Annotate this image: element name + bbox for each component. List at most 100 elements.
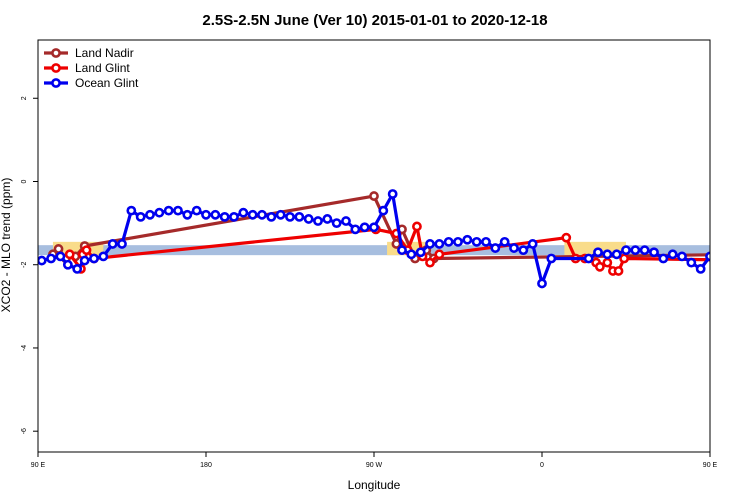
data-point-ocean-glint — [285, 211, 295, 222]
data-point-ocean-glint — [98, 251, 109, 262]
data-point-ocean-glint — [509, 243, 519, 253]
data-point-ocean-glint — [471, 236, 482, 247]
data-point-ocean-glint — [593, 247, 603, 258]
data-point-ocean-glint — [499, 236, 510, 247]
legend-marker-land-glint — [51, 63, 61, 73]
data-point-ocean-glint — [46, 253, 56, 264]
data-point-ocean-glint — [117, 239, 127, 249]
y-axis: -6 -4 -2 0 2 — [21, 96, 38, 434]
data-point-ocean-glint — [546, 253, 557, 264]
data-point-ocean-glint — [313, 216, 323, 226]
data-point-ocean-glint — [341, 216, 351, 226]
data-point-ocean-glint — [695, 263, 706, 274]
data-point-ocean-glint — [397, 245, 407, 256]
data-point-ocean-glint — [518, 245, 529, 256]
data-point-ocean-glint — [658, 253, 669, 264]
data-point-ocean-glint — [583, 253, 594, 264]
data-point-ocean-glint — [38, 255, 47, 266]
data-point-ocean-glint — [229, 211, 239, 222]
data-point-ocean-glint — [490, 243, 501, 253]
data-point-ocean-glint — [378, 205, 389, 216]
data-point-ocean-glint — [639, 245, 650, 256]
data-point-ocean-glint — [630, 245, 641, 256]
data-point-land-glint — [412, 221, 422, 232]
y-tick-label: -2 — [21, 262, 28, 268]
x-tick-label: 180 — [200, 462, 212, 469]
data-point-ocean-glint — [369, 222, 379, 233]
data-point-ocean-glint — [219, 211, 230, 222]
data-point-ocean-glint — [163, 205, 174, 216]
y-tick-label: -6 — [21, 428, 28, 434]
data-point-ocean-glint — [55, 251, 66, 262]
data-point-ocean-glint — [247, 209, 258, 220]
data-point-land-glint — [561, 232, 572, 243]
data-point-ocean-glint — [649, 247, 659, 258]
data-point-ocean-glint — [705, 251, 710, 262]
legend-label-land-nadir: Land Nadir — [75, 46, 134, 60]
legend-marker-land-nadir — [51, 48, 61, 58]
data-point-ocean-glint — [621, 245, 631, 256]
data-point-ocean-glint — [294, 211, 305, 222]
y-tick-label: 0 — [21, 179, 28, 183]
data-point-ocean-glint — [425, 239, 435, 249]
data-point-ocean-glint — [443, 236, 454, 247]
data-point-ocean-glint — [462, 234, 473, 245]
data-point-ocean-glint — [275, 209, 286, 220]
data-point-ocean-glint — [537, 278, 547, 289]
data-point-ocean-glint — [257, 209, 267, 220]
data-point-ocean-glint — [611, 249, 622, 260]
data-point-ocean-glint — [331, 218, 342, 229]
chart-title: 2.5S-2.5N June (Ver 10) 2015-01-01 to 20… — [202, 12, 547, 29]
data-point-ocean-glint — [686, 257, 697, 268]
data-point-ocean-glint — [154, 207, 165, 218]
data-point-ocean-glint — [359, 222, 370, 233]
legend-label-land-glint: Land Glint — [75, 61, 130, 75]
data-point-ocean-glint — [201, 209, 211, 220]
data-point-ocean-glint — [387, 189, 398, 199]
data-point-ocean-glint — [135, 211, 146, 222]
data-point-ocean-glint — [62, 259, 73, 270]
data-point-ocean-glint — [182, 209, 193, 220]
data-point-ocean-glint — [173, 205, 183, 216]
y-tick-label: -4 — [21, 345, 28, 351]
x-axis-label: Longitude — [348, 478, 401, 492]
x-tick-label: 90 W — [366, 462, 383, 469]
y-tick-label: 2 — [21, 96, 28, 100]
data-point-land-nadir — [53, 244, 64, 254]
data-point-ocean-glint — [210, 209, 221, 220]
data-point-land-glint — [434, 249, 445, 260]
x-tick-label: 90 E — [31, 462, 46, 469]
data-point-land-nadir — [369, 191, 379, 201]
data-point-land-glint — [602, 257, 613, 268]
data-point-ocean-glint — [89, 253, 99, 264]
legend-marker-ocean-glint — [51, 78, 61, 88]
data-point-ocean-glint — [602, 249, 613, 260]
data-point-ocean-glint — [266, 211, 277, 222]
legend-label-ocean-glint: Ocean Glint — [75, 76, 139, 90]
x-axis: 90 E 180 90 W 0 90 E — [31, 452, 718, 469]
data-point-ocean-glint — [350, 224, 361, 235]
data-point-land-glint — [64, 249, 75, 260]
data-point-ocean-glint — [415, 247, 426, 258]
data-point-ocean-glint — [145, 209, 155, 220]
plot-area — [38, 189, 710, 289]
data-point-ocean-glint — [126, 205, 137, 216]
data-point-ocean-glint — [303, 214, 314, 224]
data-point-land-glint — [613, 266, 624, 276]
y-axis-label: XCO2 - MLO trend (ppm) — [0, 178, 13, 313]
data-point-land-glint — [81, 245, 92, 256]
data-point-land-glint — [594, 261, 605, 272]
data-point-ocean-glint — [667, 249, 678, 260]
data-point-ocean-glint — [322, 214, 333, 224]
data-point-ocean-glint — [677, 251, 687, 262]
x-tick-label: 90 E — [703, 462, 718, 469]
data-point-ocean-glint — [191, 205, 202, 216]
data-point-ocean-glint — [72, 263, 83, 274]
data-point-ocean-glint — [481, 236, 491, 247]
data-point-ocean-glint — [434, 239, 445, 249]
data-point-ocean-glint — [79, 255, 90, 266]
data-point-ocean-glint — [527, 239, 538, 249]
band-reference — [38, 245, 710, 256]
